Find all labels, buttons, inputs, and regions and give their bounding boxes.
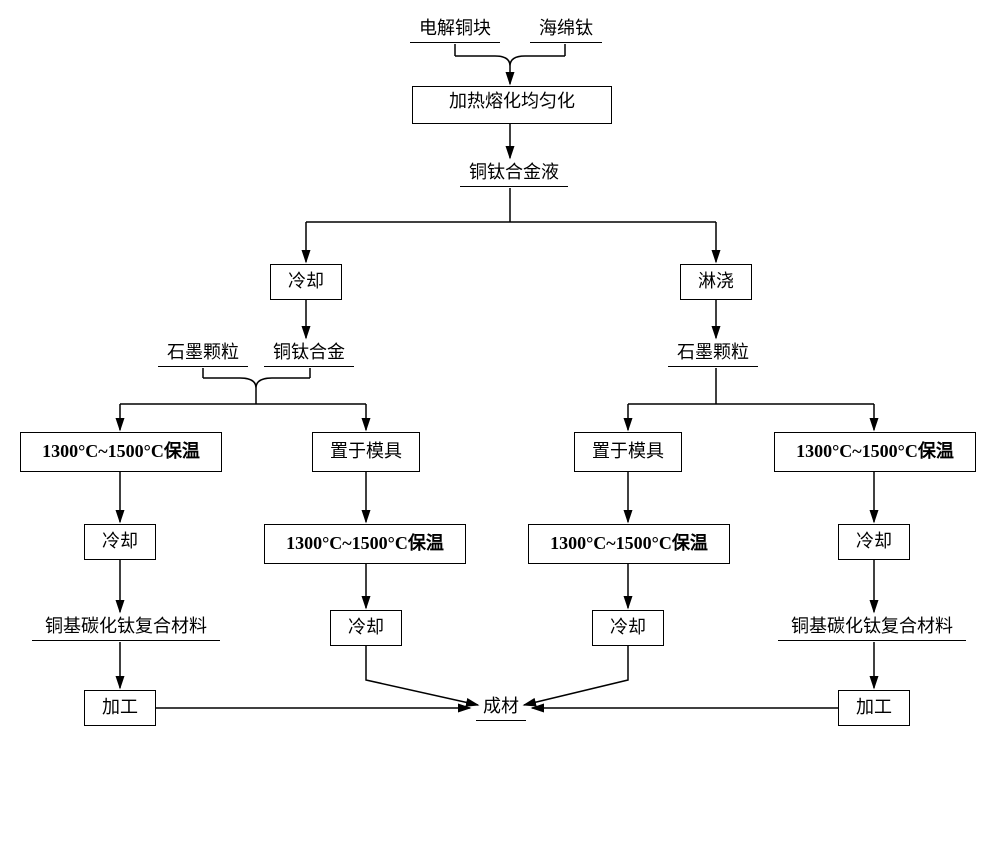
connectors-svg — [0, 0, 1000, 844]
